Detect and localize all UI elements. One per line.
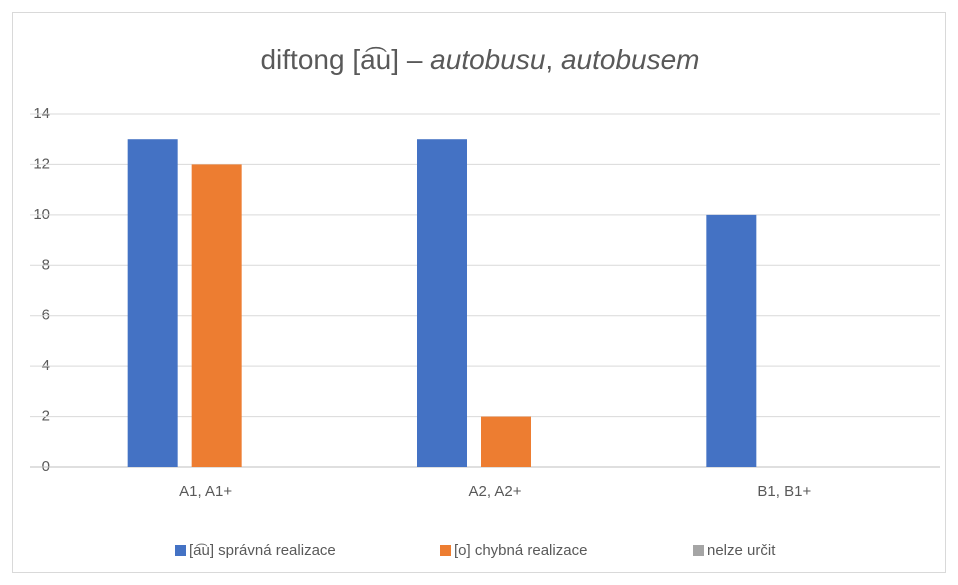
title-part: diftong [a͡u] – (260, 44, 430, 75)
bar (191, 164, 242, 467)
y-tick-label: 0 (42, 458, 50, 475)
legend-swatch (440, 545, 451, 556)
bar (417, 139, 467, 467)
bar (127, 139, 178, 467)
legend-swatch (175, 545, 186, 556)
y-tick-label: 2 (42, 408, 50, 425)
legend-swatch (693, 545, 704, 556)
x-tick-label: A2, A2+ (469, 483, 522, 500)
y-tick-label: 10 (33, 206, 50, 223)
y-tick-label: 8 (42, 256, 50, 273)
title-part: autobusem (561, 44, 700, 75)
title-part: autobusu (430, 44, 546, 75)
title-part: , (545, 44, 561, 75)
x-tick-label: B1, B1+ (757, 483, 811, 500)
bar (706, 214, 757, 467)
y-tick-label: 14 (33, 105, 50, 122)
legend-label: [o] chybná realizace (454, 542, 587, 559)
y-tick-label: 12 (33, 155, 50, 172)
legend-label: nelze určit (707, 542, 776, 559)
x-tick-label: A1, A1+ (179, 483, 232, 500)
y-tick-label: 6 (42, 307, 50, 324)
legend-label: [a͡u] správná realizace (189, 542, 336, 559)
y-tick-label: 4 (42, 357, 50, 374)
chart-title: diftong [a͡u] – autobusu, autobusem (260, 44, 699, 75)
bar (481, 416, 531, 467)
